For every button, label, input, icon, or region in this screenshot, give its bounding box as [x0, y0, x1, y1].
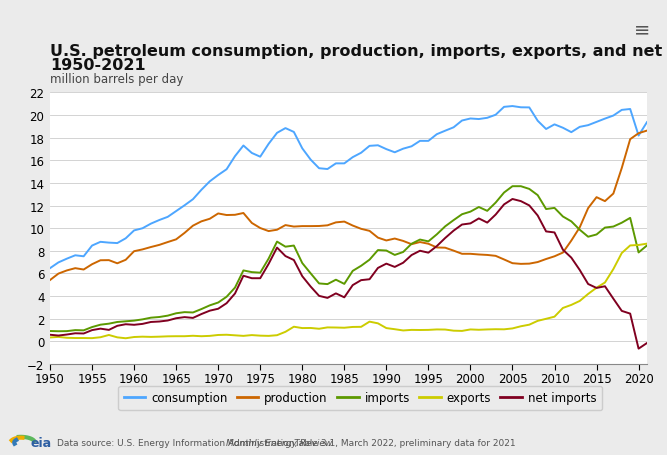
net imports — [508, 197, 516, 202]
Text: U.S. petroleum consumption, production, imports, exports, and net imports,: U.S. petroleum consumption, production, … — [50, 44, 667, 59]
production — [248, 221, 256, 226]
exports — [643, 241, 651, 247]
consumption — [189, 197, 197, 202]
production — [46, 278, 54, 283]
net imports — [634, 346, 642, 352]
net imports — [450, 228, 458, 234]
consumption — [424, 139, 432, 144]
Line: exports: exports — [50, 244, 647, 339]
consumption — [382, 147, 390, 152]
net imports — [601, 284, 609, 289]
Line: consumption: consumption — [50, 107, 647, 268]
exports — [139, 334, 147, 339]
exports — [121, 336, 129, 341]
exports — [256, 333, 264, 339]
production — [643, 129, 651, 134]
imports — [433, 232, 441, 238]
consumption — [643, 120, 651, 126]
net imports — [130, 322, 138, 328]
imports — [46, 329, 54, 334]
imports — [139, 317, 147, 323]
exports — [458, 329, 466, 334]
imports — [508, 184, 516, 190]
consumption — [248, 151, 256, 157]
net imports — [424, 250, 432, 256]
Text: 1950-2021: 1950-2021 — [50, 58, 145, 73]
Line: net imports: net imports — [50, 200, 647, 349]
imports — [610, 224, 618, 230]
exports — [197, 334, 205, 339]
production — [450, 248, 458, 254]
production — [189, 223, 197, 229]
Text: Monthly Energy Review: Monthly Energy Review — [226, 438, 333, 447]
exports — [391, 327, 399, 332]
Text: eia: eia — [31, 436, 52, 450]
imports — [643, 243, 651, 248]
Legend: consumption, production, imports, exports, net imports: consumption, production, imports, export… — [118, 386, 602, 410]
net imports — [46, 332, 54, 338]
net imports — [382, 261, 390, 267]
imports — [458, 212, 466, 217]
Line: imports: imports — [50, 187, 647, 332]
Text: Data source: U.S. Energy Information Administration,: Data source: U.S. Energy Information Adm… — [57, 438, 300, 447]
imports — [55, 329, 63, 334]
consumption — [450, 125, 458, 131]
Text: million barrels per day: million barrels per day — [50, 72, 183, 86]
net imports — [248, 276, 256, 281]
imports — [256, 270, 264, 276]
Line: production: production — [50, 131, 647, 280]
imports — [391, 253, 399, 258]
Text: , Table 3.1, March 2022, preliminary data for 2021: , Table 3.1, March 2022, preliminary dat… — [289, 438, 516, 447]
exports — [433, 327, 441, 333]
exports — [46, 335, 54, 340]
consumption — [130, 228, 138, 233]
production — [424, 242, 432, 247]
consumption — [46, 266, 54, 271]
production — [382, 238, 390, 244]
production — [130, 249, 138, 254]
Text: ≡: ≡ — [634, 20, 650, 40]
net imports — [643, 340, 651, 346]
consumption — [508, 104, 516, 110]
